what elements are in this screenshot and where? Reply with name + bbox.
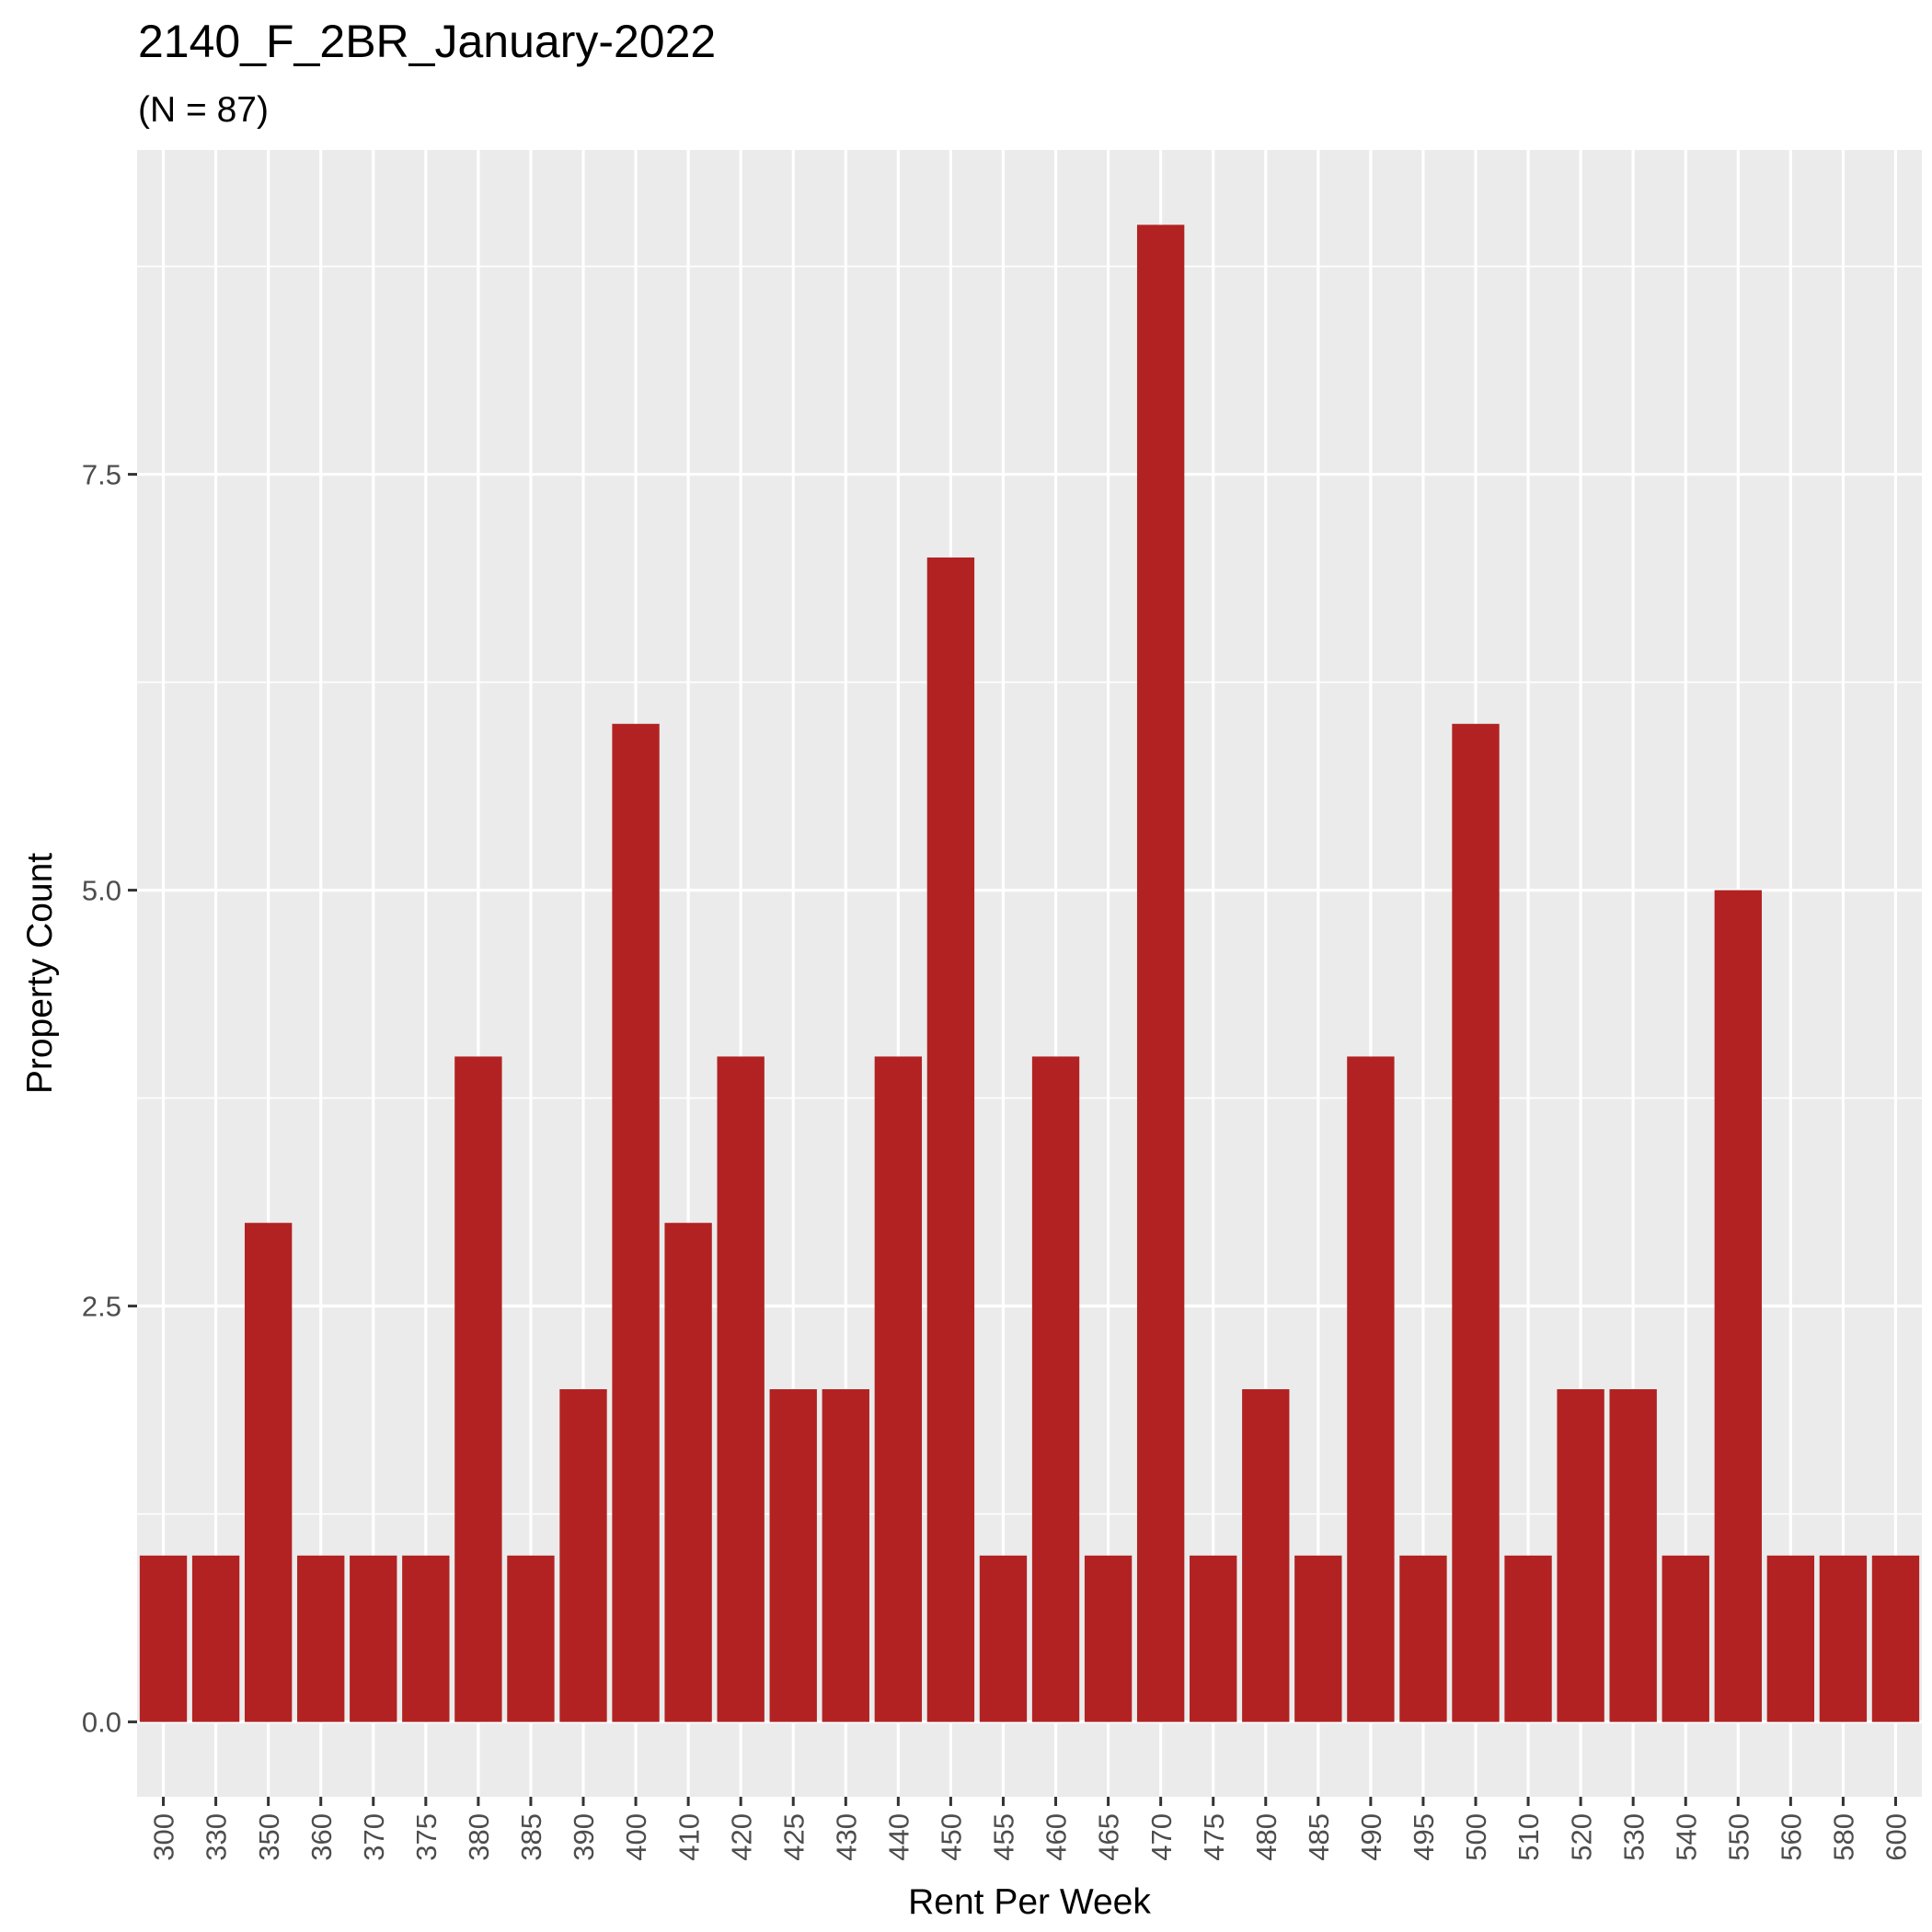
x-tick-label: 450 xyxy=(936,1813,968,1861)
bar-370 xyxy=(350,1555,397,1722)
x-tick-label: 580 xyxy=(1828,1813,1860,1861)
bar-520 xyxy=(1557,1389,1604,1722)
bar-455 xyxy=(979,1555,1028,1722)
y-axis: 0.0 2.5 5.0 7.5 xyxy=(82,459,137,1739)
bar-420 xyxy=(717,1056,765,1722)
bar-400 xyxy=(612,723,660,1722)
bar-560 xyxy=(1766,1555,1815,1722)
bar-540 xyxy=(1662,1555,1709,1722)
x-tick-label: 300 xyxy=(148,1813,180,1861)
x-tick-label: 330 xyxy=(201,1813,233,1861)
x-tick-label: 475 xyxy=(1198,1813,1230,1861)
x-tick-label: 440 xyxy=(883,1813,915,1861)
chart-title: 2140_F_2BR_January-2022 xyxy=(138,16,716,67)
x-tick-label: 375 xyxy=(410,1813,443,1861)
x-tick-label: 380 xyxy=(463,1813,495,1861)
x-tick-label: 350 xyxy=(253,1813,285,1861)
x-tick-label: 430 xyxy=(830,1813,862,1861)
bar-495 xyxy=(1399,1555,1447,1722)
x-tick-label: 485 xyxy=(1303,1813,1335,1861)
x-tick-label: 560 xyxy=(1776,1813,1808,1861)
bar-470 xyxy=(1136,224,1185,1722)
x-axis: 300 330 350 360 370 375 380 385 390 400 410 420 425 4… xyxy=(148,1797,1913,1861)
x-tick-label: 370 xyxy=(358,1813,390,1861)
bar-450 xyxy=(926,557,975,1722)
x-tick-label: 360 xyxy=(305,1813,338,1861)
bar-350 xyxy=(244,1223,293,1722)
bar-425 xyxy=(769,1389,817,1722)
bar-330 xyxy=(191,1555,240,1722)
bar-390 xyxy=(559,1389,607,1722)
x-tick-label: 410 xyxy=(673,1813,705,1861)
bar-490 xyxy=(1347,1056,1395,1722)
bar-300 xyxy=(139,1555,188,1722)
bar-475 xyxy=(1190,1555,1237,1722)
x-tick-label: 600 xyxy=(1880,1813,1913,1861)
bar-510 xyxy=(1504,1555,1552,1722)
x-tick-label: 390 xyxy=(568,1813,600,1861)
x-tick-label: 495 xyxy=(1408,1813,1440,1861)
x-axis-title: Rent Per Week xyxy=(908,1882,1151,1922)
x-tick-label: 490 xyxy=(1355,1813,1387,1861)
bar-465 xyxy=(1084,1555,1133,1722)
bar-430 xyxy=(822,1389,869,1722)
bar-480 xyxy=(1242,1389,1290,1722)
bar-550 xyxy=(1714,890,1762,1722)
x-tick-label: 400 xyxy=(620,1813,652,1861)
bar-360 xyxy=(297,1555,345,1722)
x-tick-label: 385 xyxy=(515,1813,547,1861)
bar-385 xyxy=(507,1555,555,1722)
x-tick-label: 540 xyxy=(1670,1813,1702,1861)
bar-600 xyxy=(1871,1555,1920,1722)
bar-410 xyxy=(664,1223,712,1722)
y-tick-label: 7.5 xyxy=(82,459,121,491)
x-tick-label: 510 xyxy=(1512,1813,1545,1861)
x-tick-label: 420 xyxy=(725,1813,757,1861)
bar-460 xyxy=(1031,1056,1080,1722)
bars xyxy=(139,224,1920,1722)
bar-500 xyxy=(1452,723,1500,1722)
bar-375 xyxy=(402,1555,450,1722)
y-tick-label: 0.0 xyxy=(82,1707,121,1739)
bar-440 xyxy=(874,1056,923,1722)
x-tick-label: 465 xyxy=(1093,1813,1125,1861)
chart-subtitle: (N = 87) xyxy=(138,90,269,130)
x-tick-label: 425 xyxy=(777,1813,810,1861)
bar-485 xyxy=(1294,1555,1342,1722)
x-tick-label: 550 xyxy=(1722,1813,1754,1861)
bar-580 xyxy=(1819,1555,1868,1722)
y-tick-label: 5.0 xyxy=(82,875,121,907)
x-tick-label: 470 xyxy=(1145,1813,1178,1861)
x-tick-label: 480 xyxy=(1250,1813,1282,1861)
x-tick-label: 520 xyxy=(1565,1813,1597,1861)
x-tick-label: 500 xyxy=(1460,1813,1492,1861)
x-tick-label: 530 xyxy=(1617,1813,1650,1861)
y-axis-title: Property Count xyxy=(20,853,60,1094)
x-tick-label: 455 xyxy=(988,1813,1020,1861)
bar-380 xyxy=(454,1056,502,1722)
bar-530 xyxy=(1609,1389,1657,1722)
x-tick-label: 460 xyxy=(1041,1813,1073,1861)
y-tick-label: 2.5 xyxy=(82,1291,121,1323)
